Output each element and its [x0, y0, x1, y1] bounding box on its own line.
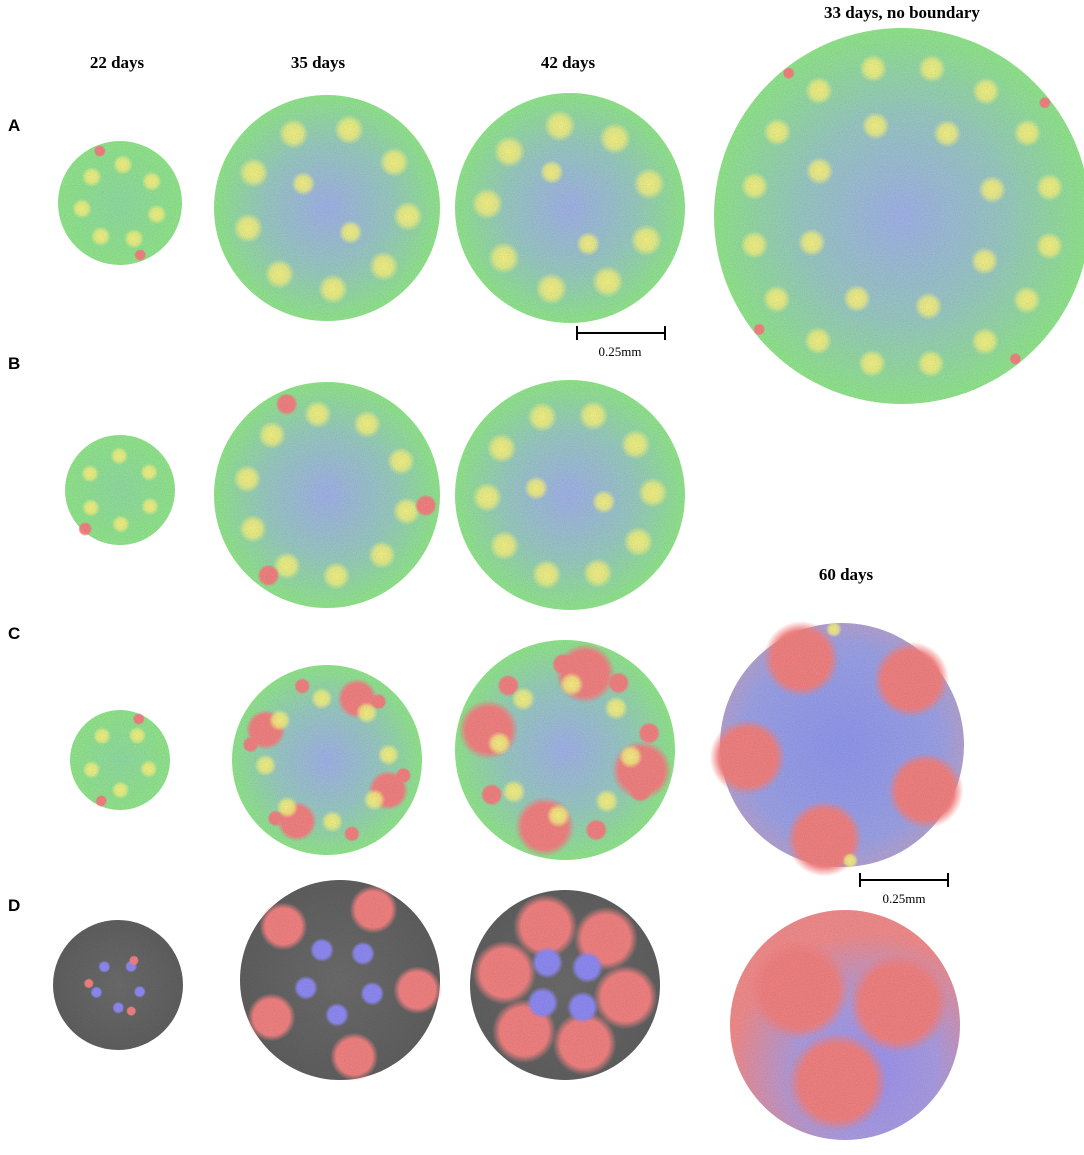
speckle-texture	[720, 623, 964, 867]
colony-disc	[53, 920, 183, 1050]
column-header: 33 days, no boundary	[824, 3, 980, 22]
colony-disc	[714, 28, 1084, 404]
speckle-texture	[714, 28, 1084, 404]
column-header: 42 days	[541, 53, 596, 72]
colony-disc	[470, 890, 660, 1080]
speckle-texture	[455, 93, 685, 323]
speckle-texture	[240, 880, 440, 1080]
row-label: C	[8, 624, 20, 643]
colony-disc	[214, 382, 440, 608]
colony-disc	[70, 710, 170, 810]
scale-bar	[576, 326, 666, 340]
colony-disc	[58, 141, 182, 265]
speckle-texture	[53, 920, 183, 1050]
speckle-texture	[730, 910, 960, 1140]
colony-disc	[709, 621, 964, 877]
column-header: 35 days	[291, 53, 346, 72]
speckle-texture	[455, 640, 675, 860]
speckle-texture	[70, 710, 170, 810]
row-label: D	[8, 896, 20, 915]
colony-disc	[455, 640, 675, 860]
scale-label: 0.25mm	[599, 344, 642, 359]
colony-disc	[240, 880, 442, 1081]
speckle-texture	[58, 141, 182, 265]
column-header: 22 days	[90, 53, 145, 72]
colony-disc	[65, 435, 175, 545]
speckle-texture	[232, 665, 422, 855]
colony-disc	[214, 95, 440, 321]
colony-disc	[455, 93, 685, 323]
speckle-texture	[455, 380, 685, 610]
colony-disc	[455, 380, 685, 610]
column-header: 60 days	[819, 565, 874, 584]
speckle-texture	[470, 890, 660, 1080]
speckle-texture	[214, 95, 440, 321]
row-label: B	[8, 354, 20, 373]
row-label: A	[8, 116, 20, 135]
simulation-panels	[53, 28, 1084, 1140]
scale-bar	[859, 873, 949, 887]
colony-disc	[730, 910, 960, 1140]
scale-label: 0.25mm	[883, 891, 926, 906]
colony-disc	[232, 665, 422, 855]
speckle-texture	[65, 435, 175, 545]
speckle-texture	[214, 382, 440, 608]
